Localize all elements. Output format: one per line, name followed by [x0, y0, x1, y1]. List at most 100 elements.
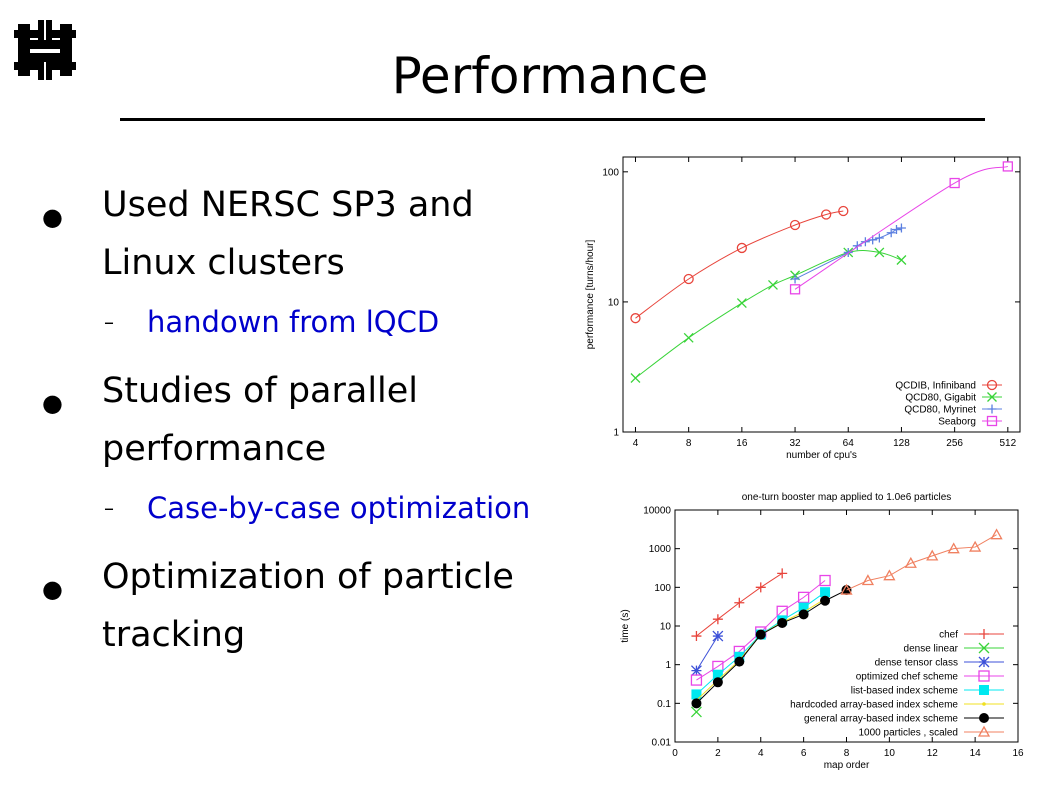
series-seaborg — [789, 161, 1013, 295]
x-tick-label: 8 — [844, 748, 850, 759]
data-point — [683, 332, 694, 343]
data-point — [777, 617, 788, 628]
data-point — [798, 609, 809, 620]
x-tick-label: 128 — [893, 438, 910, 449]
x-axis-label: map order — [824, 760, 870, 771]
booster-map-chart: one-turn booster map applied to 1.0e6 pa… — [620, 492, 1024, 771]
data-point — [683, 273, 694, 285]
data-point — [797, 591, 810, 604]
legend-marker-icon — [979, 629, 989, 639]
data-point — [820, 595, 831, 606]
series-list-based-index-scheme — [691, 587, 831, 700]
data-point — [886, 228, 896, 238]
data-point — [712, 669, 723, 680]
chart-title: one-turn booster map applied to 1.0e6 pa… — [742, 492, 952, 503]
legend-label: dense tensor class — [875, 658, 958, 669]
data-point — [790, 274, 800, 284]
legend-marker-icon — [987, 392, 997, 402]
legend-label: hardcoded array-based index scheme — [790, 700, 958, 711]
y-tick-label: 10000 — [643, 506, 671, 517]
bullet-dot-icon: ● — [42, 389, 63, 417]
data-point — [691, 631, 702, 642]
data-point — [841, 585, 852, 596]
series-1000-particles-scaled — [840, 528, 1003, 595]
legend-label: QCD80, Gigabit — [905, 393, 976, 404]
data-point — [768, 279, 778, 290]
series-line-qcdib-infiniband — [635, 210, 844, 319]
y-tick-label: 1000 — [649, 544, 672, 555]
dash-icon: – — [104, 496, 114, 520]
data-point — [734, 656, 745, 667]
legend-marker-icon — [979, 685, 989, 695]
data-point — [896, 223, 906, 233]
performance-chart: 4 8 16 32 64 128 256 512 1 10 100 number of cpu's pe… — [585, 156, 1021, 461]
title-divider — [120, 118, 985, 121]
dash-icon: – — [104, 310, 114, 334]
series-line-dense-tensor-class — [696, 635, 719, 671]
legend-label: 1000 particles , scaled — [858, 728, 958, 739]
data-point — [820, 587, 831, 598]
y-tick-label: 100 — [602, 167, 619, 178]
y-tick-label: 1 — [613, 428, 619, 439]
legend-marker-icon — [978, 670, 990, 682]
legend-label: Seaborg — [938, 417, 976, 428]
legend-label: optimized chef scheme — [856, 672, 959, 683]
legend-marker-icon — [986, 379, 998, 391]
data-point — [777, 568, 788, 579]
sub-bullet-2: – Case-by-case optimization — [40, 486, 560, 530]
bullet-2: ● Studies of parallel performance — [40, 362, 560, 478]
legend-label: QCDIB, Infiniband — [895, 381, 976, 392]
legend-marker-icon — [987, 404, 997, 414]
series-chef — [691, 568, 788, 642]
series-line-seaborg — [794, 165, 1008, 290]
legend-label: QCD80, Myrinet — [904, 405, 976, 416]
x-tick-label: 32 — [789, 438, 801, 449]
x-tick-label: 10 — [884, 748, 896, 759]
plot-frame — [622, 156, 1021, 433]
legend-marker-icon — [977, 725, 991, 737]
data-point — [896, 255, 907, 265]
data-point — [734, 597, 745, 608]
data-point — [926, 549, 939, 561]
data-point — [789, 284, 801, 295]
legend-marker-icon — [979, 713, 989, 723]
y-tick-label: 10 — [660, 622, 672, 633]
data-point — [789, 219, 801, 231]
x-tick-label: 12 — [927, 748, 939, 759]
x-tick-label: 4 — [758, 748, 764, 759]
data-point — [630, 373, 641, 383]
data-point — [874, 247, 885, 258]
data-point — [712, 630, 724, 642]
page-title: Performance — [391, 47, 709, 105]
legend-label: dense linear — [904, 644, 959, 655]
x-tick-label: 0 — [672, 748, 678, 759]
series-qcdib-infiniband — [630, 205, 849, 324]
series-dense-tensor-class — [690, 630, 724, 677]
data-point — [690, 674, 703, 686]
data-point — [755, 629, 766, 640]
series-dense-linear — [690, 706, 702, 718]
data-point — [904, 556, 917, 568]
legend-label: list-based index scheme — [851, 686, 959, 697]
data-point — [947, 542, 960, 554]
bullet-list: ● Used NERSC SP3 and Linux clusters – hand… — [40, 176, 560, 672]
data-point — [690, 706, 702, 718]
sub-bullet-1: – handown from lQCD — [40, 300, 560, 344]
data-point — [891, 225, 901, 235]
legend-marker-icon — [978, 642, 990, 654]
sub-bullet-2-text: Case-by-case optimization — [147, 491, 531, 525]
data-point — [949, 177, 960, 189]
data-point — [883, 569, 896, 581]
x-tick-label: 64 — [843, 438, 855, 449]
legend-label: general array-based index scheme — [804, 714, 958, 725]
data-point — [843, 247, 853, 257]
data-point — [874, 233, 884, 243]
data-point — [819, 574, 831, 587]
data-point — [990, 528, 1003, 540]
data-point — [712, 614, 723, 625]
x-tick-label: 14 — [970, 748, 982, 759]
data-point — [838, 205, 849, 217]
x-tick-label: 512 — [999, 438, 1016, 449]
x-tick-label: 16 — [736, 438, 748, 449]
x-tick-label: 4 — [633, 438, 639, 449]
